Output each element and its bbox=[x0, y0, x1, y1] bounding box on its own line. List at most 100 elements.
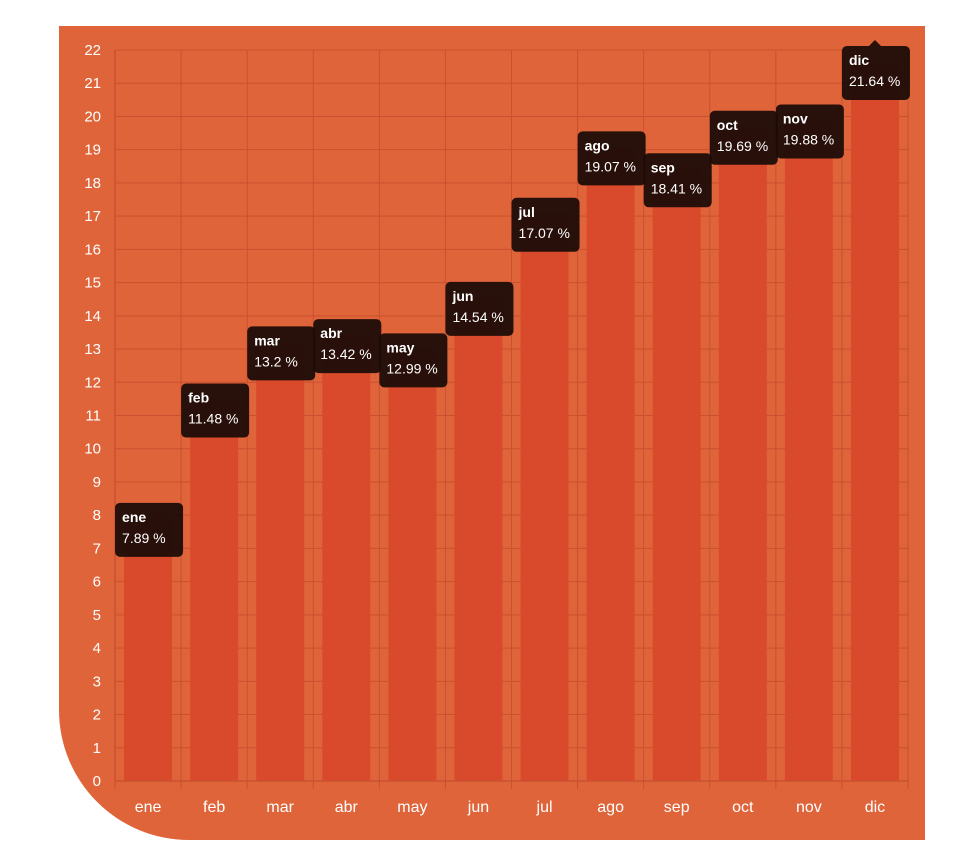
tooltip-category: mar bbox=[254, 332, 280, 348]
y-tick-label: 16 bbox=[84, 241, 101, 258]
x-tick-label: dic bbox=[865, 799, 885, 816]
tooltip-box bbox=[841, 45, 910, 100]
tooltip-mar: mar 13.2 % bbox=[247, 326, 316, 381]
tooltip-category: feb bbox=[188, 390, 209, 406]
y-tick-label: 22 bbox=[84, 42, 101, 59]
tooltip-ene: ene 7.89 % bbox=[115, 502, 184, 557]
y-tick-label: 2 bbox=[93, 707, 101, 724]
bar-ene bbox=[124, 518, 173, 781]
tooltip-jul: jul 17.07 % bbox=[511, 197, 580, 252]
tooltip-jun: jun 14.54 % bbox=[445, 281, 514, 336]
tooltip-box bbox=[445, 281, 514, 336]
tooltip-feb: feb 11.48 % bbox=[181, 383, 250, 438]
x-tick-label: oct bbox=[732, 799, 754, 816]
tooltip-sep: sep 18.41 % bbox=[643, 153, 712, 208]
y-tick-label: 17 bbox=[84, 208, 101, 225]
tooltip-category: abr bbox=[320, 325, 342, 341]
data-label: 19.88 % bbox=[783, 131, 834, 147]
tooltip-oct: oct 19.69 % bbox=[709, 110, 778, 165]
bars bbox=[124, 61, 899, 782]
x-tick-label: abr bbox=[335, 799, 359, 816]
tooltip-dic: dic 21.64 % bbox=[841, 39, 910, 100]
tooltip-box bbox=[775, 104, 844, 159]
y-tick-label: 14 bbox=[84, 308, 101, 325]
tooltip-box bbox=[709, 110, 778, 165]
x-tick-label: jun bbox=[467, 799, 489, 816]
y-tick-label: 0 bbox=[93, 773, 101, 790]
data-label: 19.07 % bbox=[585, 158, 636, 174]
data-label: 14.54 % bbox=[452, 309, 503, 325]
bar-jun bbox=[454, 297, 503, 781]
tooltip-category: oct bbox=[717, 117, 738, 133]
x-tick-label: jul bbox=[536, 799, 553, 816]
tooltip-box bbox=[313, 319, 382, 374]
bar-ago bbox=[586, 147, 635, 782]
tooltip-category: jul bbox=[518, 204, 535, 220]
tooltip-ago: ago 19.07 % bbox=[577, 131, 646, 186]
y-tick-label: 18 bbox=[84, 175, 101, 192]
y-tick-label: 12 bbox=[84, 374, 101, 391]
tooltip-box bbox=[379, 333, 448, 388]
bar-may bbox=[388, 349, 437, 781]
y-tick-label: 9 bbox=[93, 474, 101, 491]
tooltip-box bbox=[181, 383, 250, 438]
x-tick-label: sep bbox=[664, 799, 690, 816]
tooltip-category: nov bbox=[783, 110, 808, 126]
y-tick-label: 15 bbox=[84, 275, 101, 292]
tooltip-category: sep bbox=[651, 159, 675, 175]
data-label: 11.48 % bbox=[188, 411, 238, 427]
tooltip-box bbox=[247, 326, 316, 381]
tooltip-pointer bbox=[868, 39, 881, 46]
data-label: 13.42 % bbox=[320, 346, 371, 362]
tooltip-category: dic bbox=[849, 52, 869, 68]
y-tick-label: 1 bbox=[93, 740, 101, 757]
bar-feb bbox=[190, 399, 239, 781]
bar-nov bbox=[784, 120, 833, 781]
y-tick-label: 7 bbox=[93, 540, 101, 557]
tooltip-abr: abr 13.42 % bbox=[313, 319, 382, 374]
tooltip-category: ene bbox=[122, 509, 146, 525]
chart-card: 0 1 2 3 4 5 6 7 8 9 10 11 12 13 14 15 16 17 18 19 20 21 22 ene f… bbox=[59, 26, 925, 840]
y-tick-label: 4 bbox=[93, 640, 101, 657]
y-tick-label: 8 bbox=[93, 507, 101, 524]
bar-abr bbox=[322, 335, 371, 781]
bar-mar bbox=[256, 342, 305, 781]
y-tick-label: 3 bbox=[93, 673, 101, 690]
x-tick-label: may bbox=[397, 799, 427, 816]
x-tick-label: ago bbox=[597, 799, 624, 816]
y-tick-label: 5 bbox=[93, 607, 101, 624]
data-label: 21.64 % bbox=[849, 73, 900, 89]
y-tick-label: 21 bbox=[84, 75, 101, 92]
y-tick-label: 19 bbox=[84, 142, 101, 159]
data-label: 13.2 % bbox=[254, 353, 298, 369]
bar-jul bbox=[520, 213, 569, 782]
tooltip-box bbox=[643, 153, 712, 208]
tooltip-category: ago bbox=[585, 137, 610, 153]
y-tick-label: 13 bbox=[84, 341, 101, 358]
tooltip-nov: nov 19.88 % bbox=[775, 104, 844, 159]
y-tick-label: 6 bbox=[93, 574, 101, 591]
data-label: 17.07 % bbox=[519, 225, 570, 241]
y-tick-label: 11 bbox=[85, 408, 101, 425]
bar-sep bbox=[652, 169, 701, 782]
tooltip-box bbox=[115, 502, 184, 557]
tooltip-category: jun bbox=[451, 288, 473, 304]
data-label: 19.69 % bbox=[717, 138, 768, 154]
bar-dic bbox=[850, 61, 899, 782]
x-tick-label: mar bbox=[266, 799, 294, 816]
y-tick-label: 10 bbox=[84, 441, 101, 458]
x-tick-label: nov bbox=[796, 799, 822, 816]
x-tick-label: ene bbox=[135, 799, 162, 816]
data-label: 12.99 % bbox=[386, 360, 437, 376]
bar-oct bbox=[718, 126, 767, 781]
tooltip-box bbox=[511, 197, 580, 252]
tooltip-category: may bbox=[386, 339, 414, 355]
data-label: 18.41 % bbox=[651, 180, 702, 196]
tooltip-may: may 12.99 % bbox=[379, 333, 448, 388]
data-label: 7.89 % bbox=[122, 530, 166, 546]
tooltip-box bbox=[577, 131, 646, 186]
x-tick-label: feb bbox=[203, 799, 225, 816]
y-tick-label: 20 bbox=[84, 108, 101, 125]
